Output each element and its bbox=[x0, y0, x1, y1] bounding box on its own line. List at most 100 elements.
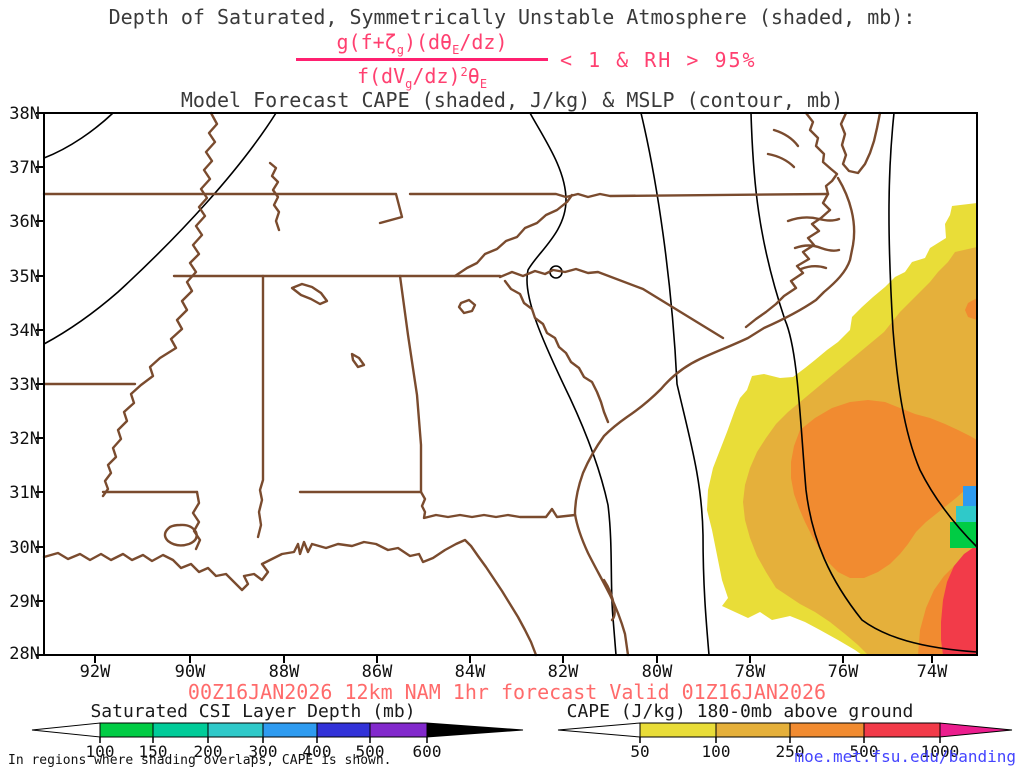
lon-label: 76W bbox=[828, 662, 859, 682]
formula-num-sub: E bbox=[452, 43, 460, 57]
csi-bar-ticks bbox=[99, 737, 428, 743]
cape-bar-left-arrow bbox=[557, 722, 641, 738]
virginia-rivers bbox=[766, 128, 800, 169]
csi-bar-right-arrow bbox=[426, 722, 524, 738]
cape-bar-ticks bbox=[639, 737, 941, 743]
csi-bar-seg-blue bbox=[316, 722, 371, 738]
river-lower-miss bbox=[191, 490, 202, 551]
csi-tick-label: 200 bbox=[194, 742, 223, 761]
lat-label: 31N bbox=[9, 483, 40, 503]
formula-den-part: /dz) bbox=[412, 64, 461, 88]
cape-bar-seg-yellow bbox=[639, 722, 717, 738]
csi-tick-label: 150 bbox=[139, 742, 168, 761]
csi-patch-green-rect bbox=[950, 522, 977, 548]
csi-tick-label: 300 bbox=[249, 742, 278, 761]
lake-lanier bbox=[457, 298, 477, 315]
formula-condition: < 1 & RH > 95% bbox=[560, 48, 757, 72]
csi-tick-label: 500 bbox=[356, 742, 385, 761]
st-johns-river bbox=[602, 578, 616, 622]
formula-den-sup: 2 bbox=[460, 65, 468, 79]
formula-fraction-bar bbox=[296, 58, 548, 61]
lat-axis-labels: 38N 37N 36N 35N 34N 33N 32N 31N 30N 29N … bbox=[9, 104, 40, 664]
lat-label: 30N bbox=[9, 538, 40, 558]
lon-label: 78W bbox=[735, 662, 766, 682]
alabama-lake bbox=[350, 352, 366, 369]
csi-bar-left-arrow bbox=[31, 722, 101, 738]
lon-label: 74W bbox=[917, 662, 948, 682]
csi-patch-cyan-rect bbox=[956, 506, 977, 524]
formula-den-part: θ bbox=[467, 64, 480, 88]
csi-patch-azure-rect bbox=[963, 486, 977, 508]
pickwick-lake bbox=[290, 282, 329, 306]
formula-den-sub: E bbox=[479, 77, 488, 91]
cape-shade-250 bbox=[791, 400, 977, 578]
border-ga-sc-savannah bbox=[503, 279, 610, 424]
axis-ticks bbox=[36, 112, 933, 663]
cape-tick-label: 100 bbox=[702, 742, 731, 761]
lon-label: 88W bbox=[269, 662, 300, 682]
tennessee-river bbox=[268, 161, 281, 232]
mslp-contour-line bbox=[43, 112, 277, 345]
csi-bar-seg-green bbox=[99, 722, 154, 738]
formula-num-part: g(f+ζ bbox=[336, 30, 397, 54]
lon-axis-labels: 92W 90W 88W 86W 84W 82W 80W 78W 76W 74W bbox=[80, 662, 948, 682]
chesapeake-west-shore bbox=[804, 111, 839, 196]
border-tn-nc bbox=[453, 193, 574, 278]
page-title: Depth of Saturated, Symmetrically Unstab… bbox=[108, 5, 916, 29]
cape-bar-tick-labels: 50 100 250 500 1000 bbox=[630, 742, 959, 761]
lat-label: 36N bbox=[9, 212, 40, 232]
border-al-fl-31n bbox=[298, 490, 577, 520]
cape-tick-label: 250 bbox=[776, 742, 805, 761]
formula-den-part: f(dV bbox=[356, 64, 406, 88]
mslp-contour-line bbox=[888, 112, 978, 548]
mississippi-river bbox=[101, 111, 219, 498]
lon-label: 90W bbox=[175, 662, 206, 682]
border-nc-sc bbox=[498, 267, 725, 340]
formula-num-part: )(dθ bbox=[403, 30, 453, 54]
border-36-5n-ky-tn-va-nc bbox=[42, 192, 830, 225]
lon-label: 92W bbox=[80, 662, 111, 682]
cape-bar-seg-red bbox=[863, 722, 941, 738]
gulf-coast bbox=[42, 538, 538, 657]
border-ms-al bbox=[256, 274, 265, 539]
overlap-note: In regions where shading overlaps, CAPE … bbox=[8, 753, 392, 768]
cape-bar-right-arrow bbox=[939, 722, 1013, 738]
lat-label: 37N bbox=[9, 158, 40, 178]
mslp-contour-line bbox=[43, 112, 114, 159]
cape-bar-seg-orange bbox=[789, 722, 865, 738]
cape-tick-label: 500 bbox=[850, 742, 879, 761]
mslp-contour-line bbox=[750, 112, 978, 653]
formula-numerator: g(f+ζg)(dθE/dz) bbox=[292, 30, 552, 57]
site-link[interactable]: moe.met.fsu.edu/banding bbox=[794, 747, 1016, 766]
mslp-contours bbox=[43, 112, 978, 656]
csi-bar-seg-purple bbox=[369, 722, 428, 738]
atlantic-coast-outer-banks bbox=[573, 176, 856, 657]
csi-bar-seg-teal bbox=[152, 722, 209, 738]
state-borders-coastlines bbox=[42, 111, 882, 657]
formula-den-sub: g bbox=[405, 77, 413, 91]
border-al-ga bbox=[398, 274, 423, 494]
lat-label: 33N bbox=[9, 375, 40, 395]
csi-legend-title: Saturated CSI Layer Depth (mb) bbox=[90, 701, 415, 722]
delmarva-peninsula bbox=[839, 111, 882, 175]
lon-label: 84W bbox=[455, 662, 486, 682]
mslp-contour-line bbox=[526, 112, 617, 656]
cape-colorbar: 50 100 250 500 1000 bbox=[557, 722, 1013, 761]
lat-label: 32N bbox=[9, 429, 40, 449]
cape-shading-region bbox=[707, 203, 977, 655]
formula-num-part: /dz) bbox=[459, 30, 508, 54]
cape-tick-label: 50 bbox=[630, 742, 649, 761]
lat-label: 35N bbox=[9, 267, 40, 287]
lon-label: 82W bbox=[548, 662, 579, 682]
subtitle: Model Forecast CAPE (shaded, J/kg) & MSL… bbox=[180, 88, 844, 112]
csi-shading-patch bbox=[950, 480, 977, 548]
csi-bar-tick-labels: 100 150 200 300 400 500 600 bbox=[86, 742, 442, 761]
csi-bar-seg-cyan bbox=[207, 722, 264, 738]
lat-label: 29N bbox=[9, 592, 40, 612]
albemarle-pamlico-sounds bbox=[786, 216, 841, 271]
model-valid-time-line: 00Z16JAN2026 12km NAM 1hr forecast Valid… bbox=[188, 680, 826, 704]
csi-tick-label: 100 bbox=[86, 742, 115, 761]
lat-label: 34N bbox=[9, 321, 40, 341]
